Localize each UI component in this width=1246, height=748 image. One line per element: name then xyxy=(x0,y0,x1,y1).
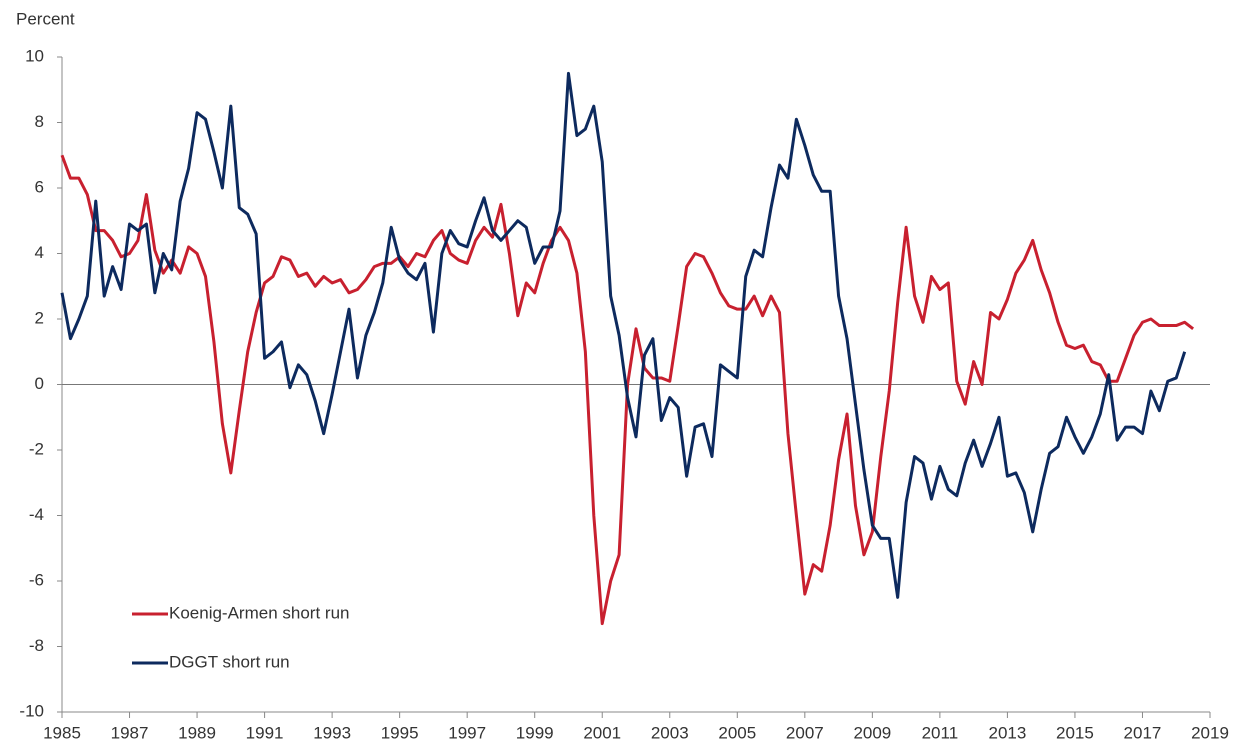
y-tick-label: -6 xyxy=(29,570,44,589)
x-tick-label: 2005 xyxy=(718,723,756,742)
y-tick-label: 6 xyxy=(35,177,44,196)
y-tick-label: 8 xyxy=(35,112,44,131)
x-tick-label: 2013 xyxy=(988,723,1026,742)
x-tick-label: 1999 xyxy=(516,723,554,742)
x-tick-label: 2001 xyxy=(583,723,621,742)
y-tick-label: -2 xyxy=(29,439,44,458)
x-tick-label: 1989 xyxy=(178,723,216,742)
x-tick-label: 2019 xyxy=(1191,723,1229,742)
y-tick-label: 10 xyxy=(25,46,44,65)
y-tick-label: -8 xyxy=(29,636,44,655)
series-line xyxy=(60,154,1195,626)
x-tick-label: 2015 xyxy=(1056,723,1094,742)
y-tick-label: 4 xyxy=(35,243,44,262)
x-tick-label: 1987 xyxy=(111,723,149,742)
x-tick-label: 1991 xyxy=(246,723,284,742)
y-tick-label: 2 xyxy=(35,308,44,327)
x-tick-label: 2017 xyxy=(1124,723,1162,742)
x-tick-label: 1985 xyxy=(43,723,81,742)
legend-label: DGGT short run xyxy=(169,652,290,671)
y-tick-label: 0 xyxy=(35,374,44,393)
x-tick-label: 1997 xyxy=(448,723,486,742)
legend-label: Koenig-Armen short run xyxy=(169,603,349,622)
x-tick-label: 1995 xyxy=(381,723,419,742)
x-tick-label: 2003 xyxy=(651,723,689,742)
x-tick-label: 2011 xyxy=(922,723,959,742)
y-tick-label: -10 xyxy=(19,701,44,720)
y-tick-label: -4 xyxy=(29,505,44,524)
x-tick-label: 2007 xyxy=(786,723,824,742)
series-line xyxy=(60,71,1187,599)
x-tick-label: 2009 xyxy=(853,723,891,742)
x-tick-label: 1993 xyxy=(313,723,351,742)
y-axis-label: Percent xyxy=(16,9,75,28)
